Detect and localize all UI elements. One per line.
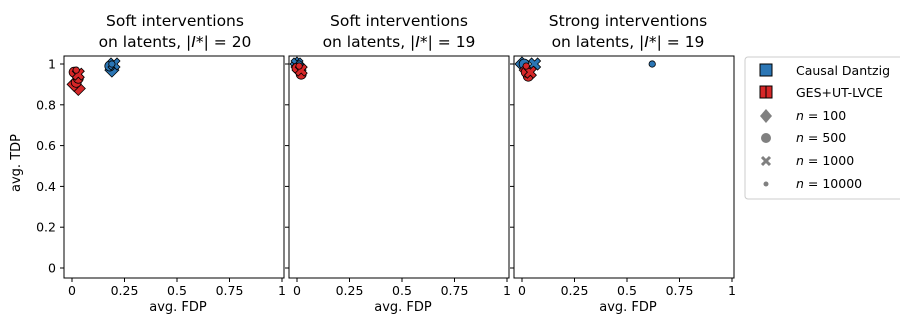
data-point-small-circle — [648, 60, 656, 68]
y-tick-label: 0.4 — [36, 179, 56, 194]
legend-label-n10000: n = 10000 — [796, 176, 862, 191]
x-axis-label: avg. FDP — [599, 300, 657, 315]
panel-2-title-line2: on latents, |I*| = 19 — [323, 33, 476, 51]
legend-marker-small-circle — [763, 181, 769, 187]
data-point-small-circle — [72, 66, 80, 74]
legend-swatch-causal-dantzig — [759, 63, 773, 77]
y-tick-label: 0.6 — [36, 138, 56, 153]
panel-3-title-line1: Strong interventions — [549, 12, 707, 30]
x-tick-label: 1 — [728, 283, 736, 298]
legend-label-n500: n = 500 — [796, 130, 846, 145]
panel-2: 0 0.25 0.5 0.75 1 avg. FDP — [285, 55, 511, 315]
legend-label-ges-ut-lvce: GES+UT-LVCE — [796, 85, 883, 100]
panel-1-title-line1: Soft interventions — [106, 12, 244, 30]
x-axis-label: avg. FDP — [149, 300, 207, 315]
x-tick-label: 0.25 — [336, 283, 364, 298]
x-axis-label: avg. FDP — [374, 300, 432, 315]
panel-3-title-line2: on latents, |I*| = 19 — [552, 33, 705, 51]
y-tick-label: 0 — [48, 261, 56, 276]
panel-2-title-line1: Soft interventions — [330, 12, 468, 30]
panel-3: 0 0.25 0.5 0.75 1 avg. FDP — [510, 55, 736, 315]
legend: Causal Dantzig GES+UT-LVCE n = 100 n = 5… — [744, 56, 900, 200]
x-tick-label: 0.5 — [392, 283, 412, 298]
legend-marker-circle — [761, 133, 771, 143]
x-tick-label: 0.75 — [666, 283, 694, 298]
legend-label-causal-dantzig: Causal Dantzig — [796, 63, 890, 78]
data-point-small-circle — [295, 62, 303, 70]
x-tick-label: 1 — [278, 283, 286, 298]
y-tick-label: 1 — [48, 57, 56, 72]
x-tick-label: 0.5 — [617, 283, 637, 298]
legend-label-n1000: n = 1000 — [796, 153, 854, 168]
x-tick-label: 0.75 — [216, 283, 244, 298]
legend-marker-diamond — [760, 109, 772, 123]
x-tick-label: 0.25 — [111, 283, 139, 298]
x-tick-label: 0.25 — [561, 283, 589, 298]
y-axis-label: avg. TDP — [9, 134, 24, 192]
panel-2-frame — [288, 55, 510, 279]
legend-marker-x — [760, 155, 772, 167]
panel-1: 0 0.25 0.5 0.75 1 0 0.2 0.4 0.6 0.8 1 avg. FDP — [36, 55, 286, 315]
panel-1-frame — [63, 55, 285, 279]
x-tick-label: 0 — [293, 283, 301, 298]
panel-1-title-line2: on latents, |I*| = 20 — [99, 33, 252, 51]
panel-3-frame — [513, 55, 735, 279]
x-tick-label: 0.5 — [167, 283, 187, 298]
x-tick-label: 0.75 — [441, 283, 469, 298]
data-point-small-circle — [108, 60, 116, 68]
legend-label-n100: n = 100 — [796, 108, 846, 123]
x-tick-label: 1 — [503, 283, 511, 298]
x-tick-label: 0 — [68, 283, 76, 298]
y-tick-label: 0.2 — [36, 220, 56, 235]
data-point-small-circle — [522, 62, 530, 70]
legend-frame — [744, 56, 900, 200]
y-tick-label: 0.8 — [36, 97, 56, 112]
x-tick-label: 0 — [518, 283, 526, 298]
